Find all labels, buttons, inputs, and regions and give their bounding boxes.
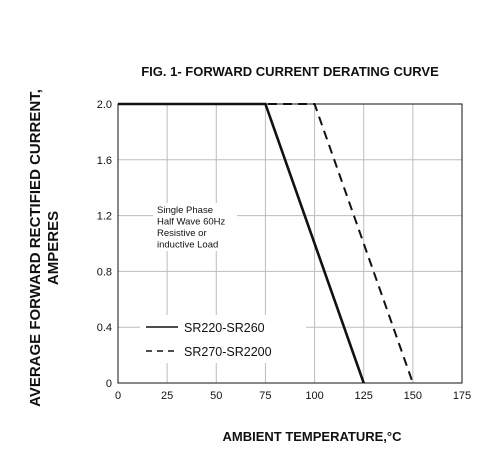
y-axis-label-line1: AVERAGE FORWARD RECTIFIED CURRENT, <box>27 89 44 407</box>
x-tick-label: 150 <box>404 390 422 402</box>
annotation-line: Single Phase <box>157 205 213 216</box>
x-tick-label: 75 <box>259 390 271 402</box>
y-tick-label: 0.4 <box>97 322 112 334</box>
legend-background <box>140 315 306 363</box>
annotation-line: Resistive or <box>157 228 207 239</box>
y-tick-label: 0 <box>106 378 112 390</box>
chart-title: FIG. 1- FORWARD CURRENT DERATING CURVE <box>141 64 439 79</box>
y-axis-label-line2: AMPERES <box>45 211 62 285</box>
x-tick-label: 0 <box>115 390 121 402</box>
x-tick-label: 125 <box>355 390 373 402</box>
y-axis-label: AVERAGE FORWARD RECTIFIED CURRENT, AMPER… <box>27 89 62 407</box>
y-tick-label: 2.0 <box>97 99 112 111</box>
x-tick-label: 25 <box>161 390 173 402</box>
annotation-line: inductive Load <box>157 240 218 251</box>
x-tick-label: 100 <box>305 390 323 402</box>
x-axis-label: AMBIENT TEMPERATURE,°C <box>222 429 402 444</box>
tick-labels: 0 25 50 75 100 125 150 175 0 0.4 0.8 1.2 1.6 2.0 <box>97 99 471 402</box>
x-tick-label: 50 <box>210 390 222 402</box>
legend-label: SR220-SR260 <box>184 321 265 335</box>
y-tick-label: 0.8 <box>97 266 112 278</box>
annotation-line: Half Wave 60Hz <box>157 217 226 228</box>
x-tick-label: 175 <box>453 390 471 402</box>
annotation-background <box>153 203 237 251</box>
plot-frame <box>117 103 463 384</box>
legend: SR220-SR260 SR270-SR2200 <box>140 315 306 363</box>
y-tick-label: 1.6 <box>97 155 112 167</box>
legend-label: SR270-SR2200 <box>184 345 272 359</box>
y-tick-label: 1.2 <box>97 211 112 223</box>
